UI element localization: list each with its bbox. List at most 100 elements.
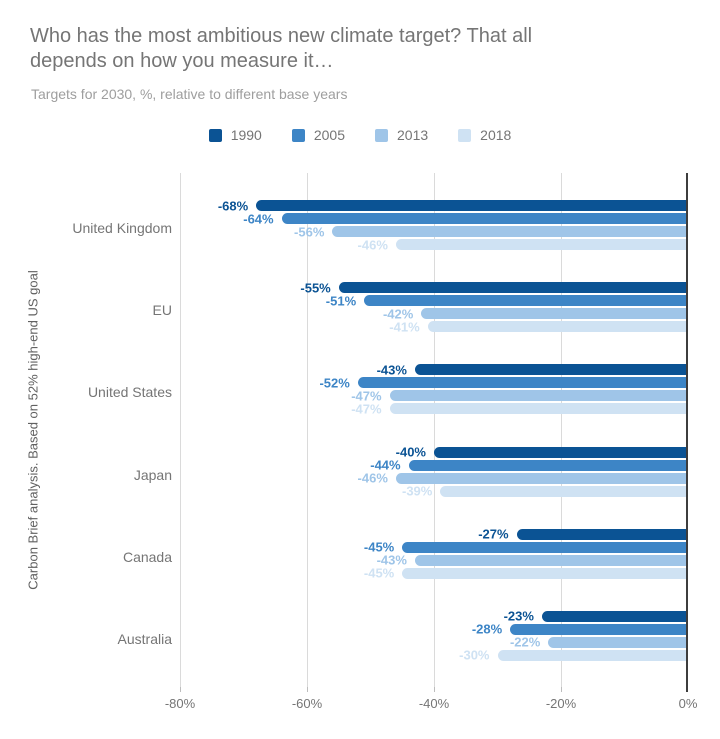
- axis-tick-mark: [686, 687, 688, 692]
- bar-value-label: -51%: [325, 293, 357, 309]
- plot-area: United Kingdom -68% -64% -56% -46% EU -55% -51%…: [72, 173, 688, 687]
- bar-row: -27%: [180, 526, 688, 542]
- bar-value-label: -23%: [503, 608, 534, 624]
- bar: [516, 528, 688, 540]
- gridline: [560, 173, 562, 687]
- bar: [256, 200, 688, 211]
- bar-row: -23%: [180, 608, 688, 624]
- bar-group: United States -43% -52% -47% -47%: [88, 362, 688, 422]
- legend-swatch: [208, 128, 222, 142]
- bar-row: -46%: [180, 237, 688, 252]
- legend-label: 1990: [230, 127, 262, 143]
- bar-group: United Kingdom -68% -64% -56% -46%: [72, 198, 688, 258]
- bar-row: -47%: [180, 388, 688, 404]
- bar: [427, 321, 688, 333]
- bar-row: -45%: [180, 565, 688, 581]
- bar-groups: United Kingdom -68% -64% -56% -46% EU -55% -51%…: [72, 173, 688, 687]
- legend-swatch: [375, 128, 388, 142]
- gridline: [306, 173, 308, 687]
- bar-row: -42%: [180, 306, 688, 322]
- legend-swatch: [291, 128, 305, 142]
- bar-value-label: -43%: [376, 362, 407, 378]
- category-label: Japan: [133, 466, 172, 483]
- x-tick-label: -80%: [164, 696, 196, 711]
- gridline: [179, 173, 181, 687]
- x-axis: -80% -60% -40% -20% 0%: [165, 687, 697, 721]
- category-label: United Kingdom: [72, 220, 172, 236]
- bar: [357, 377, 688, 389]
- bar: [541, 610, 688, 622]
- x-tick-label: -40%: [418, 696, 450, 711]
- bar: [338, 282, 688, 294]
- bar: [402, 541, 688, 553]
- bar-row: -40%: [180, 444, 688, 460]
- bar: [414, 364, 688, 376]
- legend-item: 2018: [458, 127, 511, 143]
- bar-group: Australia -23% -28% -22% -30%: [118, 608, 688, 669]
- legend-label: 2018: [480, 127, 512, 143]
- y-axis-title: Carbon Brief analysis. Based on 52% high…: [25, 270, 41, 590]
- bar-group: Canada -27% -45% -43% -45%: [123, 526, 688, 587]
- category-label: Canada: [122, 548, 172, 565]
- bar-value-label: -46%: [357, 237, 388, 252]
- bar-value-label: -27%: [478, 526, 509, 542]
- bar-value-label: -55%: [300, 280, 331, 296]
- category-label: United States: [87, 384, 172, 401]
- bar-value-label: -30%: [459, 647, 490, 663]
- bar: [389, 390, 688, 402]
- x-tick-label: 0%: [678, 696, 698, 711]
- bar-value-label: -44%: [370, 457, 401, 473]
- bar-value-label: -40%: [395, 444, 426, 460]
- bar: [332, 226, 688, 237]
- chart-title-line-1: Who has the most ambitious new climate t…: [30, 25, 533, 47]
- chart-subtitle: Targets for 2030, %, relative to differe…: [31, 86, 348, 102]
- bar-row: -46%: [180, 471, 688, 486]
- category-label: Australia: [117, 630, 172, 647]
- bar-value-label: -56%: [294, 224, 325, 239]
- bar: [421, 308, 688, 320]
- bar-value-label: -47%: [351, 388, 382, 404]
- legend-item: 2013: [375, 127, 428, 143]
- axis-tick-mark: [179, 687, 181, 692]
- bar-value-label: -52%: [319, 375, 350, 391]
- bar: [497, 649, 688, 661]
- x-tick-label: -60%: [291, 696, 323, 711]
- bar-row: -39%: [180, 483, 688, 499]
- legend: 1990 2005 2013 2018: [0, 127, 720, 143]
- bar-row: -41%: [180, 319, 688, 334]
- bar: [408, 459, 688, 471]
- bar-row: -55%: [180, 280, 688, 296]
- zero-axis-line: [686, 173, 688, 687]
- bar: [395, 472, 688, 484]
- legend-label: 2005: [313, 127, 345, 143]
- gridline: [433, 173, 435, 687]
- bar-row: -56%: [180, 224, 688, 239]
- category-label: EU: [152, 302, 172, 319]
- bar: [414, 554, 688, 566]
- bar-row: -28%: [180, 621, 688, 637]
- bar-value-label: -45%: [363, 539, 395, 555]
- bar: [440, 485, 688, 497]
- x-tick-label: -20%: [545, 696, 577, 711]
- bar-value-label: -28%: [471, 621, 503, 637]
- bar-row: -52%: [180, 375, 688, 391]
- legend-item: 1990: [208, 127, 262, 143]
- bar-value-label: -45%: [363, 565, 395, 581]
- bar-value-label: -42%: [382, 306, 414, 322]
- bar-row: -51%: [180, 293, 688, 309]
- bar: [402, 567, 688, 579]
- axis-tick-mark: [560, 687, 562, 692]
- bar-value-label: -68%: [217, 198, 249, 213]
- legend-item: 2005: [291, 127, 345, 143]
- bar-row: -45%: [180, 539, 688, 555]
- axis-tick-mark: [306, 687, 308, 692]
- bar: [364, 295, 688, 307]
- bar-value-label: -43%: [376, 552, 407, 568]
- bar: [395, 239, 688, 250]
- chart-title-line-2: depends on how you measure it…: [30, 50, 334, 72]
- bar-row: -44%: [180, 457, 688, 473]
- bar-value-label: -39%: [402, 483, 433, 499]
- bar-group: EU -55% -51% -42% -41%: [153, 280, 688, 340]
- bar-row: -68%: [180, 198, 688, 213]
